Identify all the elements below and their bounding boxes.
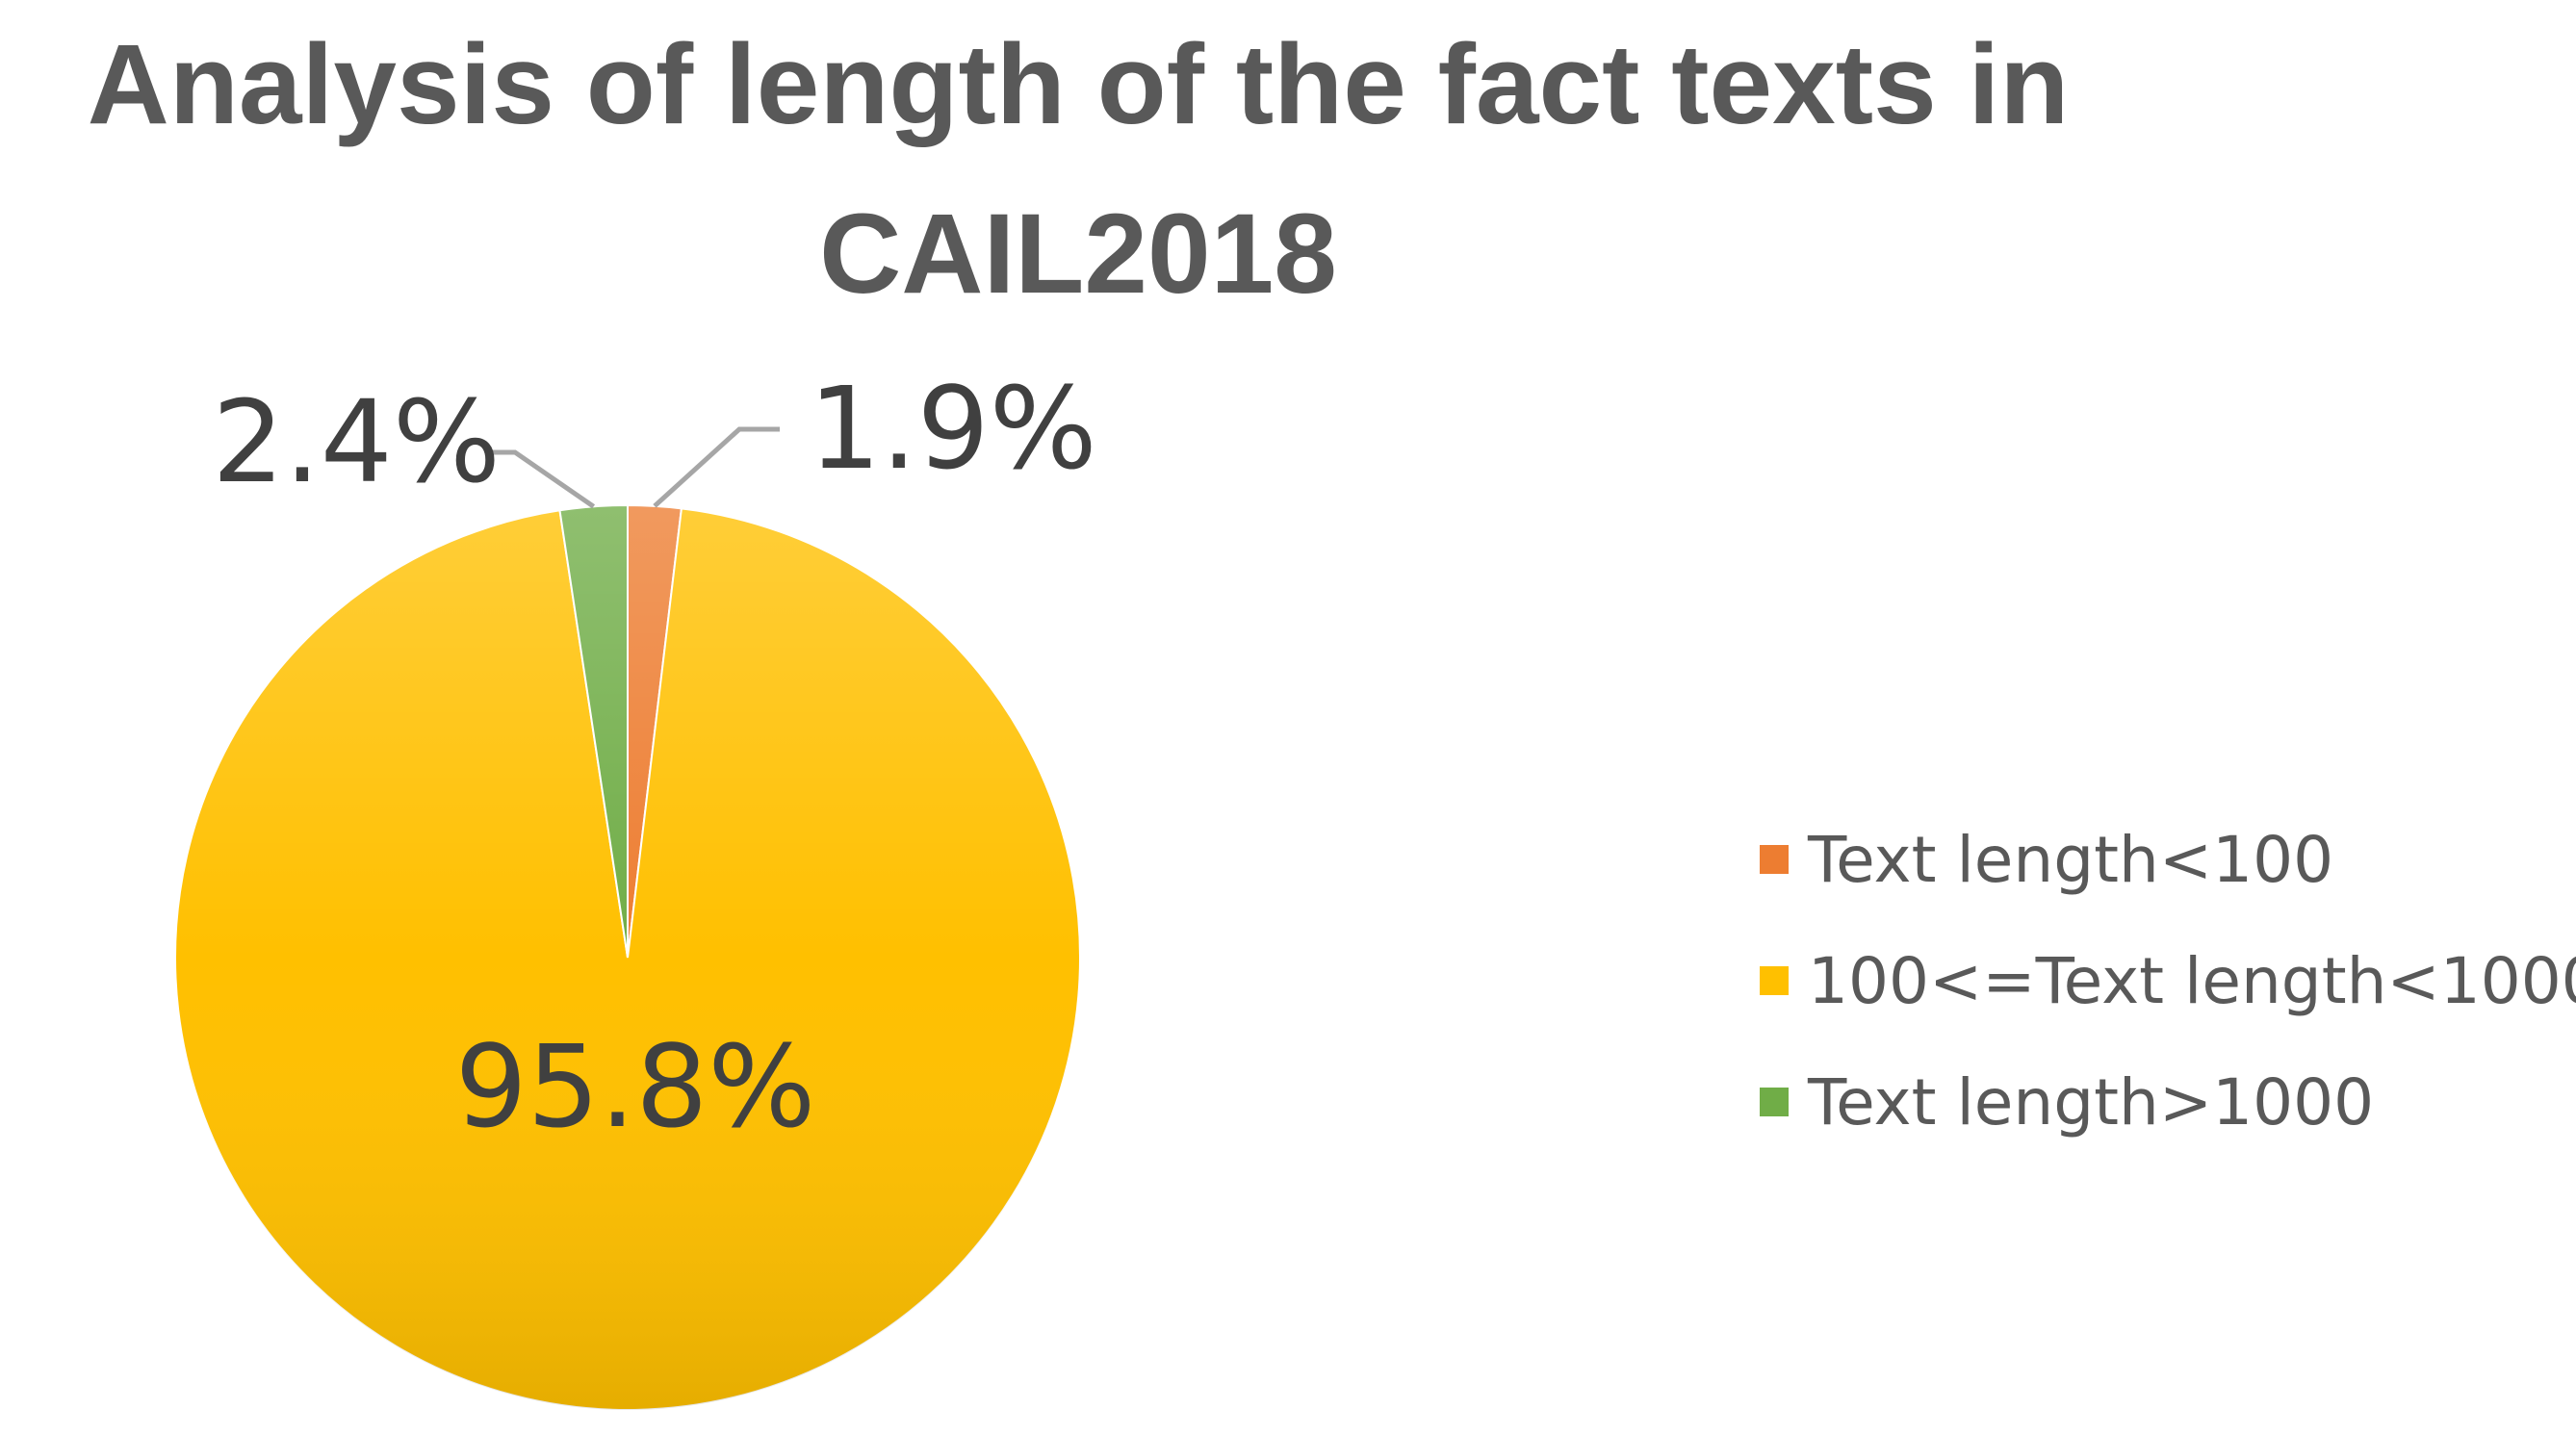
legend: Text length<100 100<=Text length<1000 Te… [1760,799,2576,1163]
leader-line-long [491,449,596,509]
data-label-long: 2.4% [212,375,501,508]
legend-swatch-short [1760,845,1789,874]
data-label-medium: 95.8% [455,1020,816,1153]
legend-label-medium: 100<=Text length<1000 [1808,943,2576,1018]
chart-title: Analysis of length of the fact texts in … [87,21,2070,318]
legend-item-medium[interactable]: 100<=Text length<1000 [1760,920,2576,1041]
legend-swatch-long [1760,1088,1789,1116]
legend-item-long[interactable]: Text length>1000 [1760,1041,2576,1163]
leader-line-short [653,426,780,508]
legend-label-long: Text length>1000 [1808,1064,2375,1140]
data-label-short: 1.9% [809,362,1097,495]
legend-label-short: Text length<100 [1808,822,2334,897]
legend-swatch-medium [1760,966,1789,995]
legend-item-short[interactable]: Text length<100 [1760,799,2576,920]
